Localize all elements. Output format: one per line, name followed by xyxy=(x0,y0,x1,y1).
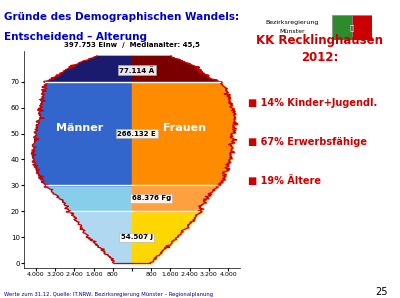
Text: ■ 14% Kinder+Jugendl.: ■ 14% Kinder+Jugendl. xyxy=(248,98,377,108)
Bar xyxy=(352,15,372,40)
Text: Werte zum 31.12. Quelle: IT.NRW, Bezirksregierung Münster – Regionalplanung: Werte zum 31.12. Quelle: IT.NRW, Bezirks… xyxy=(4,291,213,297)
Text: Frauen: Frauen xyxy=(163,123,206,133)
Text: ■ 19% Ältere: ■ 19% Ältere xyxy=(248,175,321,187)
Text: Männer: Männer xyxy=(56,123,103,133)
Text: 397.753 Einw  /  Medianalter: 45,5: 397.753 Einw / Medianalter: 45,5 xyxy=(64,42,200,48)
Text: Münster: Münster xyxy=(279,29,305,34)
Text: 54.507 J: 54.507 J xyxy=(121,234,153,240)
Text: 🐴: 🐴 xyxy=(350,24,354,31)
Text: Entscheidend – Alterung: Entscheidend – Alterung xyxy=(4,32,147,42)
Text: 77.114 Ä: 77.114 Ä xyxy=(119,67,154,74)
Text: ■ 67% Erwerbsfähige: ■ 67% Erwerbsfähige xyxy=(248,137,367,147)
Text: 266.132 E: 266.132 E xyxy=(118,131,156,136)
Text: Gründe des Demographischen Wandels:: Gründe des Demographischen Wandels: xyxy=(4,12,239,22)
Text: 25: 25 xyxy=(376,286,388,297)
Text: 68.376 Fg: 68.376 Fg xyxy=(132,195,171,201)
Text: Bezirksregierung: Bezirksregierung xyxy=(265,20,319,25)
Text: KK Recklinghausen
2012:: KK Recklinghausen 2012: xyxy=(256,34,384,64)
Bar xyxy=(332,15,352,40)
